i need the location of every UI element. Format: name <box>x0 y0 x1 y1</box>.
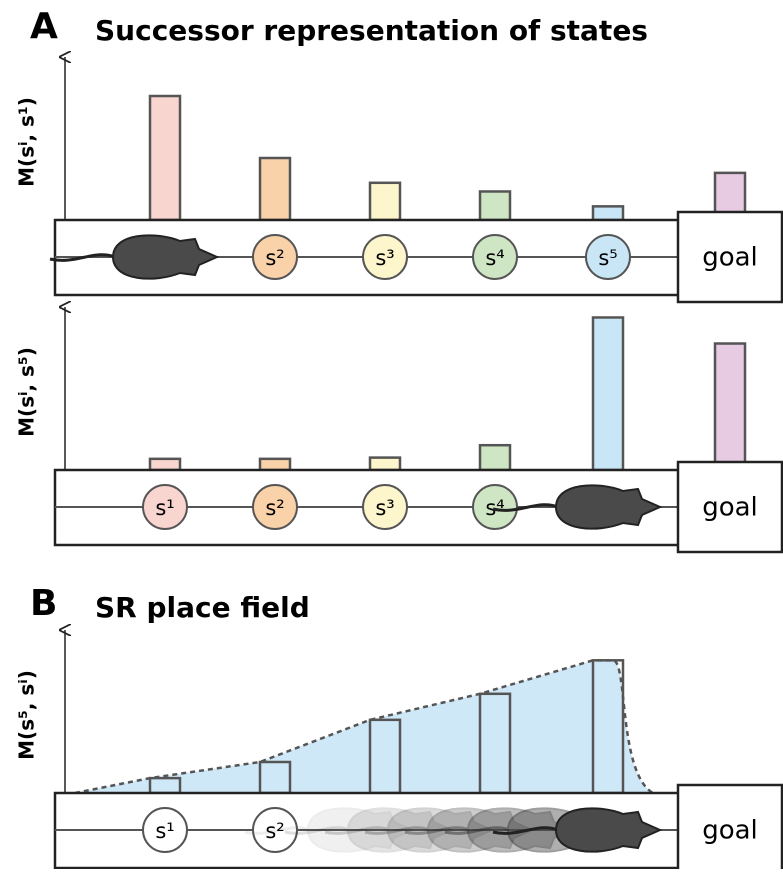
state-node <box>142 484 188 530</box>
state-node <box>362 484 408 530</box>
y-axis-label: M(s⁵, sⁱ) <box>15 670 39 760</box>
panel-letter: A <box>30 6 58 47</box>
state-label: s² <box>265 496 284 520</box>
goal-box <box>676 783 783 873</box>
state-label: s² <box>265 819 284 843</box>
panel-title: Successor representation of states <box>95 14 648 47</box>
state-node <box>472 484 518 530</box>
state-label: s³ <box>375 246 394 270</box>
state-node <box>252 234 298 280</box>
place-field-curve <box>74 659 654 795</box>
bar <box>368 456 402 472</box>
panel-title: SR place field <box>95 591 310 624</box>
goal-label: goal <box>702 243 758 273</box>
state-label: s¹ <box>155 819 174 843</box>
y-axis-label: M(sⁱ, s⁵) <box>15 347 39 437</box>
mouse <box>49 234 220 280</box>
mouse-tail <box>444 826 511 835</box>
mouse <box>284 807 455 853</box>
bar <box>368 181 402 222</box>
state-node <box>585 234 631 280</box>
bar <box>591 316 625 472</box>
bar <box>258 156 292 222</box>
state-label: s² <box>265 246 284 270</box>
mouse <box>324 807 495 853</box>
goal-box <box>676 460 783 554</box>
state-node <box>142 807 188 853</box>
mouse-tail <box>49 253 116 262</box>
y-axis-label: M(sⁱ, s¹) <box>15 97 39 187</box>
goal-label: goal <box>702 493 758 523</box>
bar <box>478 443 512 472</box>
bar <box>258 457 292 472</box>
goal-label: goal <box>702 816 758 846</box>
mouse-tail <box>492 826 559 835</box>
state-node <box>362 234 408 280</box>
mouse-tail <box>364 826 431 835</box>
mouse-body <box>306 807 415 853</box>
mouse <box>244 807 415 853</box>
mouse-tail <box>492 503 559 512</box>
bar <box>478 190 512 222</box>
state-label: s⁴ <box>485 246 504 270</box>
state-node <box>252 807 298 853</box>
mouse <box>492 484 663 530</box>
place-field-area <box>75 660 653 793</box>
state-label: s³ <box>375 496 394 520</box>
mouse-tail <box>244 826 311 835</box>
bar <box>713 342 747 472</box>
goal-box <box>676 210 783 304</box>
panel-letter: B <box>30 583 57 624</box>
mouse-tail <box>404 826 471 835</box>
state-node <box>472 234 518 280</box>
bar <box>148 457 182 472</box>
mouse-body <box>346 807 455 853</box>
mouse <box>404 807 575 853</box>
state-node <box>252 484 298 530</box>
mouse <box>492 807 663 853</box>
state-label: s¹ <box>155 496 174 520</box>
state-label: s⁵ <box>598 246 617 270</box>
mouse-body <box>111 234 220 280</box>
mouse-body <box>386 807 495 853</box>
bar <box>591 205 625 222</box>
bar <box>148 94 182 222</box>
mouse-body <box>554 807 663 853</box>
mouse-tail <box>284 826 351 835</box>
mouse-tail <box>324 826 391 835</box>
mouse-body <box>554 484 663 530</box>
